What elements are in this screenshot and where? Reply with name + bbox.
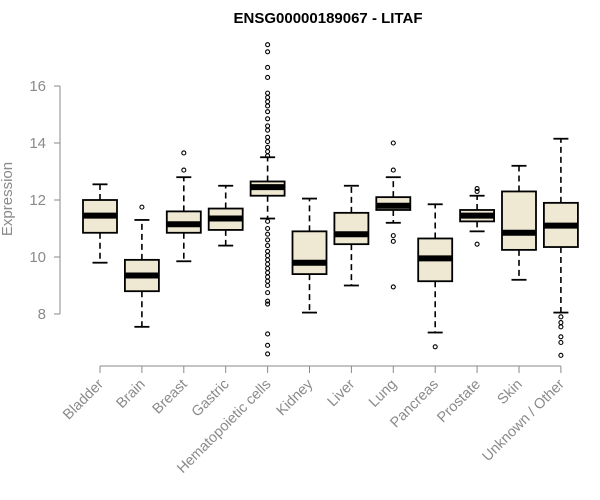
x-tick-label: Prostate <box>434 377 483 426</box>
outlier-point <box>265 149 271 155</box>
outlier-point <box>265 290 271 296</box>
outlier-point <box>265 248 271 254</box>
outlier-point <box>474 188 480 194</box>
outlier-point <box>265 301 271 307</box>
outlier-point <box>265 144 271 150</box>
outlier-point <box>265 225 271 232</box>
outlier-point <box>265 90 271 96</box>
y-axis-label: Expression <box>0 162 16 236</box>
chart-title: ENSG00000189067 - LITAF <box>234 10 423 27</box>
outlier-point <box>265 218 271 224</box>
outlier-point <box>265 261 271 267</box>
outlier-point <box>265 49 271 55</box>
x-tick-label: Skin <box>495 377 526 408</box>
y-tick-label: 14 <box>29 135 46 152</box>
box-kidney <box>291 197 328 314</box>
outlier-point <box>139 204 145 210</box>
outlier-point <box>265 237 271 243</box>
outlier-point <box>265 94 271 100</box>
box-pancreas <box>417 203 454 350</box>
outlier-point <box>265 109 271 115</box>
y-tick-label: 16 <box>29 78 46 95</box>
outlier-point <box>558 324 564 330</box>
box-lung <box>375 140 412 290</box>
box-body <box>291 230 328 276</box>
box-liver <box>333 184 370 287</box>
outlier-point <box>265 270 271 276</box>
outlier-point <box>558 319 564 326</box>
outlier-point <box>390 140 396 146</box>
outlier-point <box>432 344 438 350</box>
outlier-point <box>265 42 271 48</box>
outlier-point <box>558 352 564 358</box>
box-body <box>501 190 537 251</box>
box-brain <box>124 204 160 328</box>
outlier-point <box>265 103 271 109</box>
y-tick-label: 8 <box>38 306 46 323</box>
outlier-point <box>558 314 564 320</box>
x-tick-label: Liver <box>325 376 359 410</box>
outlier-point <box>265 298 271 304</box>
box-skin <box>501 164 537 281</box>
outlier-point <box>181 150 187 156</box>
outlier-point <box>265 134 271 140</box>
outlier-point <box>390 167 396 173</box>
outlier-point <box>265 342 271 348</box>
box-body <box>333 211 370 246</box>
outlier-point <box>474 241 480 247</box>
outlier-point <box>265 253 271 259</box>
outlier-point <box>265 351 271 357</box>
box-series <box>82 42 579 358</box>
x-tick-label: Lung <box>366 377 400 411</box>
box-hematopoietic-cells <box>249 42 286 357</box>
outlier-point <box>265 274 271 280</box>
x-tick-label: Brain <box>113 377 148 412</box>
outlier-point <box>265 74 271 80</box>
outlier-point <box>265 331 271 337</box>
outlier-point <box>265 116 271 122</box>
outlier-point <box>265 123 271 129</box>
x-tick-label: Breast <box>150 377 191 418</box>
x-tick-label: Kidney <box>274 376 317 419</box>
box-bladder <box>82 183 118 264</box>
box-breast <box>165 150 202 263</box>
y-axis: 8 10 12 14 16 <box>29 78 61 323</box>
outlier-point <box>474 186 480 192</box>
outlier-point <box>181 167 187 173</box>
box-gastric <box>207 184 244 247</box>
y-tick-label: 10 <box>29 249 46 266</box>
outlier-point <box>558 334 564 340</box>
outlier-point <box>390 238 396 244</box>
outlier-point <box>265 278 271 284</box>
box-unknown-other <box>543 137 579 358</box>
y-tick-label: 12 <box>29 192 46 209</box>
outlier-point <box>265 231 271 237</box>
outlier-point <box>265 243 271 249</box>
outlier-point <box>265 282 271 289</box>
outlier-point <box>558 339 564 346</box>
outlier-point <box>265 265 271 271</box>
outlier-point <box>265 153 271 159</box>
outlier-point <box>265 139 271 145</box>
outlier-point <box>265 127 271 133</box>
box-prostate <box>459 186 496 247</box>
outlier-point <box>265 64 271 71</box>
outlier-point <box>265 257 271 263</box>
outlier-point <box>390 233 396 239</box>
outlier-point <box>390 284 396 290</box>
outlier-point <box>265 99 271 105</box>
x-tick-label: Bladder <box>60 376 107 423</box>
